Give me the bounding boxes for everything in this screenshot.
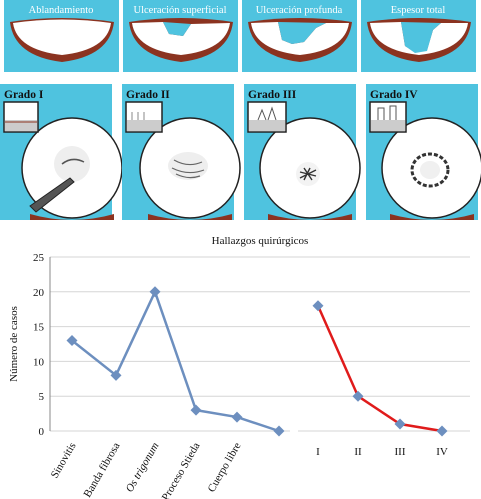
data-point <box>312 300 324 312</box>
data-point <box>149 286 161 298</box>
data-point <box>110 369 122 381</box>
axis-break <box>290 425 298 437</box>
x-tick-label: Banda fibrosa <box>82 440 123 499</box>
grade-label: Grado IV <box>370 89 418 101</box>
series-line <box>71 288 280 433</box>
x-tick-label: IV <box>436 446 448 458</box>
x-tick-label: Cuerpo libre <box>206 440 244 494</box>
grade-panel-1: Grado I <box>0 84 123 220</box>
y-tick-label: 5 <box>39 391 45 403</box>
y-tick-label: 10 <box>33 356 45 368</box>
y-tick-label: 25 <box>33 252 45 264</box>
surgical-findings-chart: Hallazgos quirúrgicos 0 5 10 15 20 25 Número de… <box>8 235 470 499</box>
stage-label: Espesor total <box>391 5 446 16</box>
x-tick-label: III <box>395 446 406 458</box>
data-point <box>231 411 243 423</box>
grade-label: Grado I <box>4 89 44 101</box>
grade-panels: Grado I Grado II Grado III Grado IV <box>0 84 481 220</box>
stage-label: Ulceración superficial <box>134 5 227 16</box>
grade-panel-2: Grado II <box>122 84 241 220</box>
stage-superficial-ulcer: Ulceración superficial <box>123 0 238 72</box>
data-point <box>273 425 285 437</box>
stage-label: Ulceración profunda <box>256 5 343 16</box>
x-tick-label: II <box>354 446 362 458</box>
y-tick-label: 20 <box>33 287 45 299</box>
data-point <box>190 404 202 416</box>
grade-label: Grado II <box>126 89 170 101</box>
data-point <box>436 425 448 437</box>
data-point <box>352 390 364 402</box>
chart-title: Hallazgos quirúrgicos <box>212 235 309 247</box>
grade-panel-3: Grado III <box>244 84 361 220</box>
stage-deep-ulcer: Ulceración profunda <box>242 0 357 72</box>
x-tick-label: Sinovitis <box>49 441 79 481</box>
x-tick-label: I <box>316 446 320 458</box>
grade-panel-4: Grado IV <box>366 84 481 220</box>
grade-label: Grado III <box>248 89 297 101</box>
lesion-stages-panel: Ablandamiento Ulceración superficial Ulc… <box>4 0 476 72</box>
y-tick-label: 0 <box>39 426 45 438</box>
stage-label: Ablandamiento <box>29 5 94 16</box>
x-tick-label: Proceso Stieda <box>160 440 203 499</box>
data-point <box>66 335 78 347</box>
stage-softening: Ablandamiento <box>4 0 119 72</box>
y-tick-label: 15 <box>33 322 45 334</box>
stage-full-thickness: Espesor total <box>361 0 476 72</box>
x-tick-label: Os trigonum <box>124 440 162 494</box>
y-axis-label: Número de casos <box>8 306 20 382</box>
series-line <box>316 305 443 433</box>
axis-break <box>290 343 298 357</box>
data-point <box>394 418 406 430</box>
